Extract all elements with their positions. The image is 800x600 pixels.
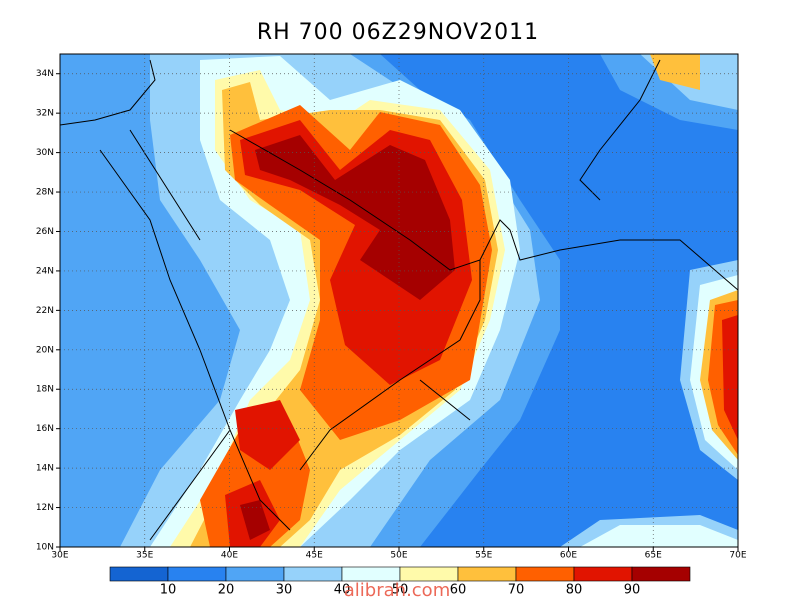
x-tick-label: 70E — [729, 551, 746, 561]
x-tick-label: 50E — [390, 551, 407, 561]
y-tick-label: 20N — [36, 345, 54, 355]
colorbar-label: 40 — [334, 583, 351, 598]
y-tick-label: 16N — [36, 424, 54, 434]
watermark: alibrah.com — [344, 580, 450, 600]
y-tick-label: 32N — [36, 109, 54, 119]
colorbar-label: 30 — [276, 583, 293, 598]
y-tick-label: 12N — [36, 503, 54, 513]
x-tick-label: 55E — [475, 551, 492, 561]
colorbar-swatch — [457, 566, 517, 582]
y-tick-label: 30N — [36, 148, 54, 158]
field-region — [240, 135, 455, 540]
x-tick-label: 40E — [221, 551, 238, 561]
colorbar-swatch — [515, 566, 575, 582]
colorbar-swatch — [283, 566, 343, 582]
colorbar-label: 90 — [624, 583, 641, 598]
colorbar-label: 50 — [392, 583, 409, 598]
colorbar-label: 70 — [508, 583, 525, 598]
y-tick-label: 22N — [36, 306, 54, 316]
x-tick-label: 65E — [645, 551, 662, 561]
y-tick-label: 18N — [36, 385, 54, 395]
x-tick-label: 35E — [136, 551, 153, 561]
map-title: RH 700 06Z29NOV2011 — [257, 20, 539, 45]
colorbar-swatch — [631, 566, 691, 582]
x-tick-label: 45E — [306, 551, 323, 561]
humidity-field — [60, 54, 738, 547]
colorbar-swatch — [109, 566, 169, 582]
y-tick-label: 14N — [36, 464, 54, 474]
colorbar-label: 80 — [566, 583, 583, 598]
y-tick-label: 28N — [36, 188, 54, 198]
colorbar-swatch — [573, 566, 633, 582]
field-region — [200, 105, 738, 547]
y-tick-label: 34N — [36, 69, 54, 79]
colorbar-swatch — [399, 566, 459, 582]
y-tick-label: 24N — [36, 266, 54, 276]
colorbar-label: 10 — [160, 583, 177, 598]
colorbar-swatch — [225, 566, 285, 582]
colorbar-label: 20 — [218, 583, 235, 598]
y-tick-label: 26N — [36, 227, 54, 237]
colorbar-swatch — [167, 566, 227, 582]
x-tick-label: 30E — [51, 551, 68, 561]
y-tick-label: 10N — [36, 543, 54, 553]
colorbar-swatch — [341, 566, 401, 582]
colorbar-label: 60 — [450, 583, 467, 598]
x-tick-label: 60E — [560, 551, 577, 561]
